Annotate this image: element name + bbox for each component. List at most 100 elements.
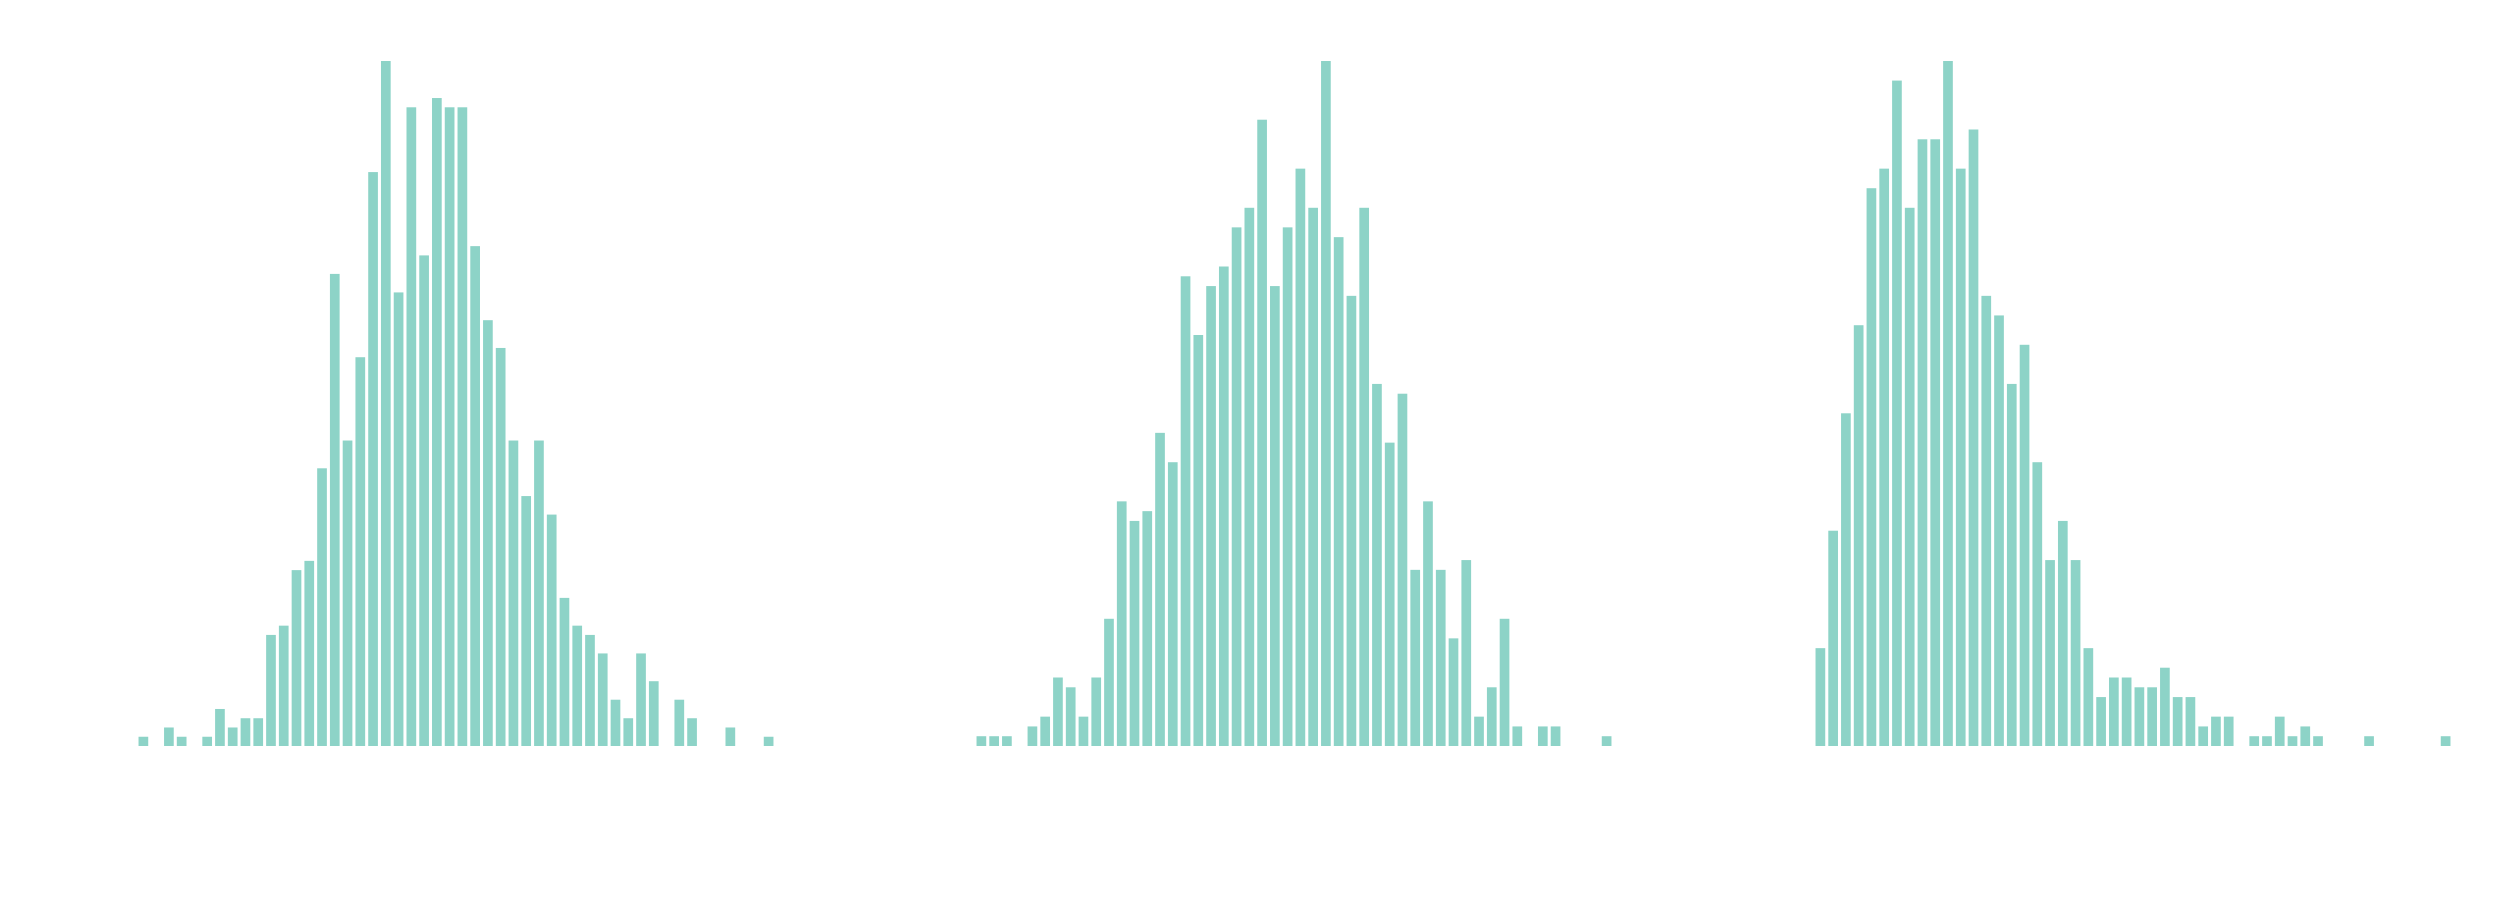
bar: [2287, 736, 2298, 746]
bar: [1078, 716, 1089, 746]
bar: [1994, 315, 2004, 746]
bar: [1333, 237, 1344, 746]
bar: [1002, 736, 1012, 746]
bar: [164, 727, 174, 746]
bar: [444, 107, 455, 746]
bar: [2045, 560, 2055, 746]
bar: [623, 718, 634, 746]
bar: [1550, 726, 1561, 746]
histogram-panel: [138, 61, 774, 747]
bar: [1065, 687, 1076, 746]
bar: [1917, 139, 1928, 747]
bar: [176, 736, 187, 746]
bar: [1027, 726, 1038, 746]
bar: [674, 699, 685, 746]
bar: [2032, 462, 2043, 746]
bar: [1104, 618, 1114, 746]
bar: [2096, 697, 2106, 746]
bar: [342, 440, 353, 746]
bar: [368, 172, 378, 747]
bar: [1601, 736, 1612, 746]
bar: [291, 570, 302, 746]
bar: [1142, 511, 1153, 746]
bar: [227, 727, 238, 746]
bar: [304, 560, 315, 746]
bar: [1295, 168, 1306, 747]
bar: [1879, 168, 1890, 747]
bar: [2274, 716, 2285, 746]
bar: [1257, 119, 1267, 746]
bar: [1461, 560, 1472, 746]
bar: [1499, 618, 1510, 746]
bar: [572, 625, 583, 746]
bar: [2223, 716, 2234, 746]
bar: [725, 727, 736, 746]
bar: [483, 320, 493, 746]
bar: [1981, 295, 1992, 746]
bar: [1244, 207, 1255, 747]
bar: [317, 468, 327, 746]
bar: [1053, 677, 1063, 746]
bar: [1231, 227, 1242, 746]
bar: [2121, 677, 2132, 746]
bar: [559, 597, 570, 746]
bar: [1218, 266, 1229, 746]
bar: [1384, 442, 1395, 746]
bar: [1091, 677, 1102, 746]
bar: [763, 736, 774, 746]
bar: [1841, 413, 1851, 746]
bar: [521, 496, 532, 746]
bar: [393, 292, 404, 746]
bar: [1410, 569, 1421, 746]
bar: [1904, 207, 1915, 747]
bar: [1155, 432, 1165, 746]
bar: [1372, 383, 1382, 746]
bar: [1040, 716, 1051, 746]
bar: [1397, 393, 1408, 746]
bar: [240, 718, 251, 746]
bar: [508, 440, 519, 746]
bar: [266, 634, 276, 746]
bar: [457, 107, 468, 746]
bar: [1474, 716, 1484, 746]
bar: [585, 634, 595, 746]
bar: [1129, 520, 1140, 746]
bar: [648, 681, 659, 746]
bar: [1892, 80, 1902, 747]
bar: [1167, 462, 1178, 746]
histogram-panel: [976, 61, 1612, 747]
bar: [1448, 638, 1459, 746]
bar: [989, 736, 999, 746]
bar: [215, 708, 225, 746]
bar: [2249, 736, 2260, 746]
bar: [2440, 736, 2451, 746]
bar: [470, 246, 480, 746]
bar: [2006, 383, 2017, 746]
bar: [1282, 227, 1293, 746]
bar: [495, 347, 506, 746]
bar: [1943, 61, 1953, 746]
bar: [1828, 530, 1838, 746]
bar: [2147, 687, 2157, 746]
bar: [329, 273, 340, 746]
bar: [1853, 325, 1864, 746]
bar: [2057, 520, 2068, 746]
bar: [1866, 188, 1877, 746]
bar: [2313, 736, 2323, 746]
bar: [976, 736, 987, 746]
bar: [1423, 501, 1433, 746]
bar: [534, 440, 544, 746]
bar: [546, 514, 557, 746]
bar: [2134, 687, 2145, 746]
bar: [253, 718, 264, 746]
bar: [1346, 295, 1357, 746]
bar: [2070, 560, 2081, 746]
bar: [1486, 687, 1497, 746]
bar: [1512, 726, 1523, 746]
bar: [636, 653, 646, 746]
bar: [2083, 648, 2094, 746]
bar: [1270, 286, 1280, 746]
histogram-panel: [1815, 61, 2451, 747]
bar: [1193, 335, 1204, 746]
